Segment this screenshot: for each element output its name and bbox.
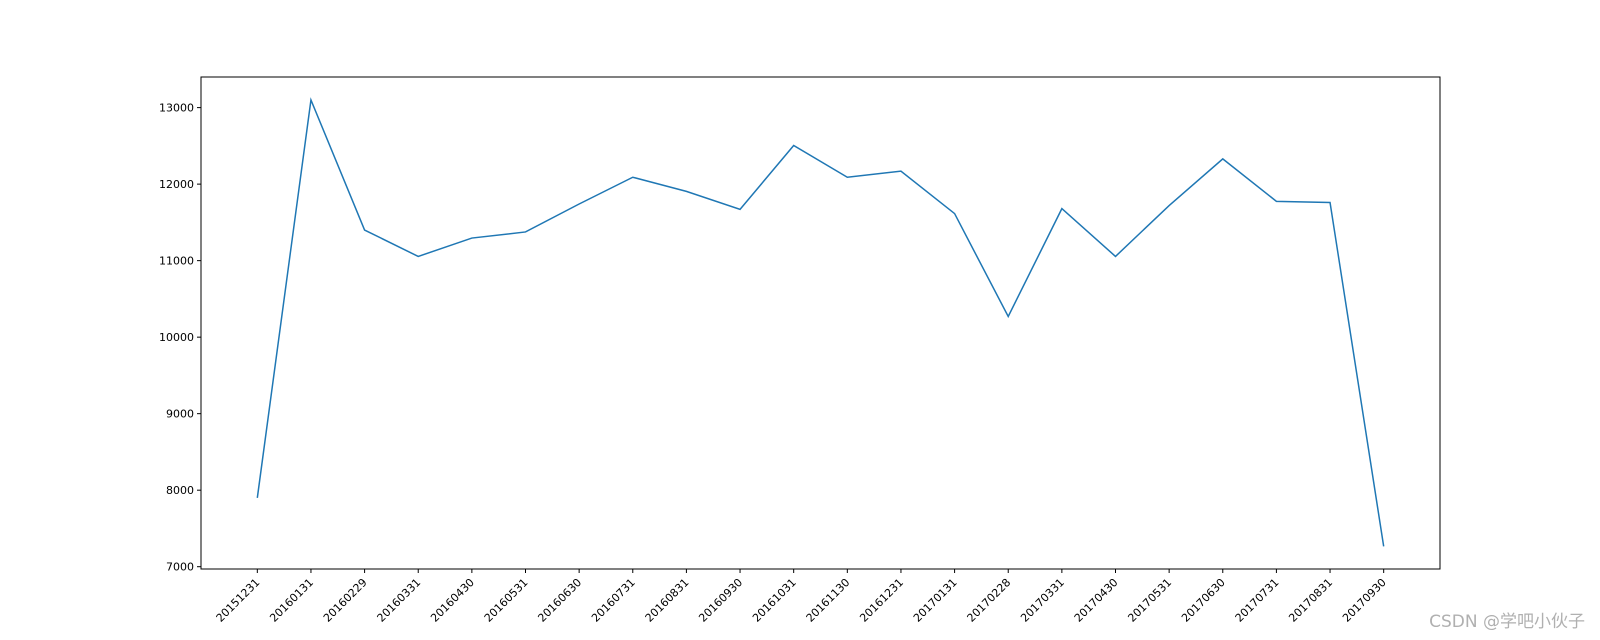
x-tick-label: 20160331 xyxy=(375,576,424,625)
y-tick-label: 9000 xyxy=(166,408,194,421)
x-tick-label: 20170331 xyxy=(1018,576,1067,625)
x-tick-label: 20160731 xyxy=(589,576,638,625)
y-tick-label: 11000 xyxy=(159,255,194,268)
x-tick-label: 20170228 xyxy=(965,576,1014,625)
line-series xyxy=(256,97,1385,547)
x-tick-label: 20160531 xyxy=(482,576,531,625)
x-tick-label: 20161231 xyxy=(857,576,906,625)
x-tick-label: 20170831 xyxy=(1286,576,1335,625)
x-tick-label: 20170531 xyxy=(1125,576,1174,625)
x-tick-label: 20170430 xyxy=(1072,576,1121,625)
x-tick-label: 20170630 xyxy=(1179,576,1228,625)
x-tick-label: 20170131 xyxy=(911,576,960,625)
x-tick-label: 20160430 xyxy=(428,576,477,625)
y-tick-label: 7000 xyxy=(166,561,194,574)
x-tick-label: 20161031 xyxy=(750,576,799,625)
y-tick-label: 12000 xyxy=(159,178,194,191)
y-tick-label: 13000 xyxy=(159,102,194,115)
x-tick-label: 20160229 xyxy=(321,576,370,625)
plot-frame xyxy=(200,76,1441,570)
x-tick-label: 20160131 xyxy=(267,576,316,625)
watermark: CSDN @学吧小伙子 xyxy=(1429,612,1585,632)
y-tick-label: 10000 xyxy=(159,331,194,344)
x-tick-label: 20160930 xyxy=(696,576,745,625)
x-tick-label: 20170930 xyxy=(1340,576,1389,625)
x-tick-label: 20170731 xyxy=(1233,576,1282,625)
y-tick-label: 8000 xyxy=(166,484,194,497)
x-tick-label: 20160630 xyxy=(535,576,584,625)
x-tick-label: 20151231 xyxy=(214,576,263,625)
x-tick-label: 20160831 xyxy=(643,576,692,625)
x-tick-label: 20161130 xyxy=(804,576,853,625)
